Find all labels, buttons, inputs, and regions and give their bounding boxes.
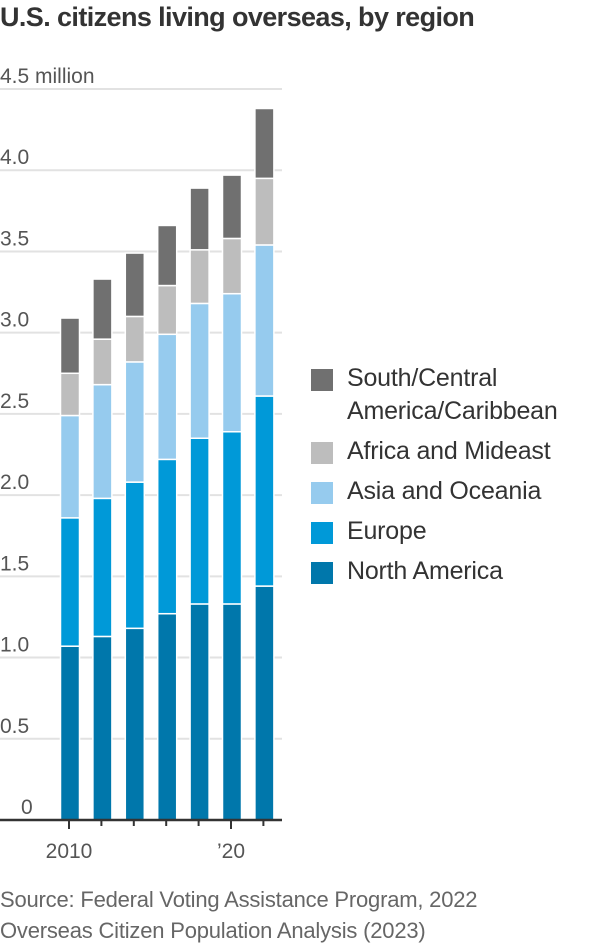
legend-label: South/Central America/Caribbean: [347, 364, 558, 425]
source-note: Source: Federal Voting Assistance Progra…: [0, 884, 478, 946]
bar-segment-asia-oceania: [189, 302, 210, 440]
x-tick-label: 2010: [46, 840, 93, 863]
y-tick-label: 4.5 million: [0, 65, 95, 88]
bar-stack-2014: [124, 252, 146, 821]
bar-stack-2016: [156, 224, 178, 821]
stacked-bar-chart: 0 0.5 1.0 1.5 2.0 2.5 3.0 3.5 4.0 4.5 million 201…: [0, 65, 282, 863]
bar-segment-asia-oceania: [254, 244, 275, 397]
legend-item-south-central-america: South/Central America/Caribbean: [311, 362, 600, 428]
y-tick-label: 4.0: [0, 146, 29, 169]
bar-segment-north-america: [221, 603, 243, 821]
bar-segment-africa-mideast: [189, 249, 210, 305]
bar-segment-north-america: [156, 612, 178, 821]
bar-segment-south-central-america: [254, 107, 275, 180]
y-tick-label: 1.0: [0, 634, 29, 657]
bar-stack-2020: [221, 174, 243, 821]
bar-segment-south-central-america: [156, 224, 178, 287]
bar-segment-africa-mideast: [221, 237, 243, 295]
bar-segment-europe: [189, 437, 210, 605]
legend-label: Africa and Mideast: [347, 437, 551, 465]
bars: [59, 107, 275, 821]
bar-segment-asia-oceania: [92, 383, 113, 500]
bar-segment-south-central-america: [221, 174, 243, 240]
bar-stack-2018: [189, 187, 210, 821]
bar-stack-2010: [59, 317, 81, 821]
bar-segment-north-america: [92, 635, 113, 821]
bar-segment-africa-mideast: [254, 177, 275, 246]
legend-item-europe: Europe: [311, 515, 600, 548]
bar-segment-asia-oceania: [124, 361, 146, 483]
legend-swatch-asia-oceania: [311, 482, 333, 504]
y-tick-label: 3.0: [0, 309, 29, 332]
legend: South/Central America/Caribbean Africa a…: [311, 362, 600, 588]
y-tick-label: 1.5: [0, 552, 29, 575]
bar-segment-europe: [156, 458, 178, 615]
bar-segment-north-america: [59, 645, 81, 821]
legend-label: Europe: [347, 517, 427, 545]
bar-segment-north-america: [189, 603, 210, 821]
legend-item-north-america: North America: [311, 555, 600, 588]
y-tick-label: 2.0: [0, 471, 29, 494]
legend-label: Asia and Oceania: [347, 477, 542, 505]
y-tick-label: 0.5: [0, 715, 29, 738]
x-tick-label: ’20: [217, 840, 245, 863]
bar-segment-south-central-america: [92, 278, 113, 340]
bar-stack-2022: [254, 107, 275, 821]
bar-segment-south-central-america: [124, 252, 146, 318]
bar-segment-europe: [124, 481, 146, 630]
bar-segment-asia-oceania: [221, 292, 243, 433]
bar-segment-europe: [254, 395, 275, 587]
legend-swatch-south-central-america: [311, 369, 333, 391]
bar-segment-africa-mideast: [92, 338, 113, 386]
bar-segment-africa-mideast: [156, 284, 178, 336]
bar-segment-africa-mideast: [59, 372, 81, 417]
bar-segment-south-central-america: [189, 187, 210, 251]
bar-segment-asia-oceania: [59, 414, 81, 519]
bar-segment-north-america: [254, 585, 275, 821]
source-line-2: Overseas Citizen Population Analysis (20…: [0, 918, 426, 943]
y-tick-label: 0: [21, 796, 33, 819]
chart-title: U.S. citizens living overseas, by region: [0, 2, 475, 32]
legend-swatch-europe: [311, 522, 333, 544]
bar-stack-2012: [92, 278, 113, 821]
bar-segment-europe: [221, 431, 243, 605]
bar-segment-europe: [59, 517, 81, 647]
bar-segment-europe: [92, 497, 113, 638]
bar-segment-asia-oceania: [156, 333, 178, 461]
legend-item-africa-mideast: Africa and Mideast: [311, 435, 600, 468]
source-line-1: Source: Federal Voting Assistance Progra…: [0, 887, 478, 912]
y-tick-label: 2.5: [0, 390, 29, 413]
x-axis: 2010 ’20: [0, 818, 282, 863]
legend-label: North America: [347, 557, 503, 585]
y-tick-label: 3.5: [0, 227, 29, 250]
bar-segment-south-central-america: [59, 317, 81, 375]
legend-swatch-north-america: [311, 562, 333, 584]
legend-swatch-africa-mideast: [311, 442, 333, 464]
bar-segment-north-america: [124, 627, 146, 821]
bar-segment-africa-mideast: [124, 315, 146, 363]
legend-item-asia-oceania: Asia and Oceania: [311, 475, 600, 508]
